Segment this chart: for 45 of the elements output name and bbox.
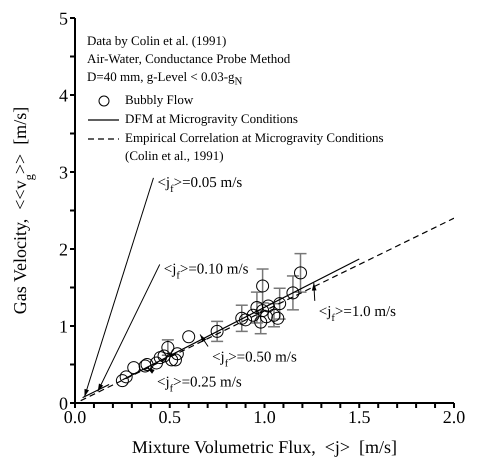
y-tick-label: 2	[59, 239, 68, 260]
y-tick-label: 4	[59, 85, 68, 106]
point	[260, 310, 273, 324]
point	[182, 330, 196, 344]
annotation: Data by Colin et al. (1991)	[87, 32, 228, 50]
point	[246, 308, 260, 322]
point	[127, 361, 140, 374]
x-axis-title: Mixture Volumetric Flux, <j> [m/s]	[132, 437, 398, 457]
x-tick-label: 1.5	[348, 406, 370, 427]
point	[286, 286, 300, 300]
y-tick-label: 3	[59, 162, 68, 182]
point	[262, 299, 275, 312]
legend-label: Bubbly Flow	[125, 90, 194, 109]
y-tick-label: 1	[59, 316, 68, 336]
point	[165, 353, 178, 366]
point	[120, 370, 133, 384]
annotation: Air-Water, Conductance Probe Method	[87, 50, 292, 68]
point	[273, 297, 286, 310]
point	[250, 301, 264, 314]
x-tick-label: 0.5	[158, 406, 181, 427]
point	[271, 312, 284, 325]
point	[150, 356, 163, 370]
annotation: <j$_{f}$>=0.25 m/s	[157, 375, 242, 394]
point	[267, 308, 280, 322]
y-tick-label: 5	[59, 8, 68, 28]
point	[235, 312, 248, 325]
point	[256, 279, 270, 292]
point	[239, 313, 252, 326]
point	[294, 266, 308, 280]
point	[116, 374, 129, 388]
point	[154, 351, 167, 364]
x-tick-label: 2.0	[442, 406, 466, 427]
point	[168, 353, 182, 366]
annotation: D=40 mm, g-Level < 0.03-g$_{N}$	[87, 68, 244, 90]
annotation: <j$_{f}$>=0.10 m/s	[164, 262, 249, 282]
x-tick-label: 1.0	[253, 406, 276, 427]
point	[158, 350, 171, 363]
legend-label: DFM at Microgravity Conditions	[125, 110, 299, 128]
annotation: <j$_{f}$>=0.05 m/s	[157, 175, 242, 195]
point	[170, 347, 184, 360]
point	[210, 324, 224, 338]
annotation: <j$_{f}$>=1.0 m/s	[318, 304, 396, 324]
legend-label: Empirical Correlation at Microgravity Conditions (Colin et al., 1991)	[125, 128, 385, 165]
annotation: <j$_{f}$>=0.50 m/s	[212, 350, 297, 370]
point	[254, 316, 268, 329]
